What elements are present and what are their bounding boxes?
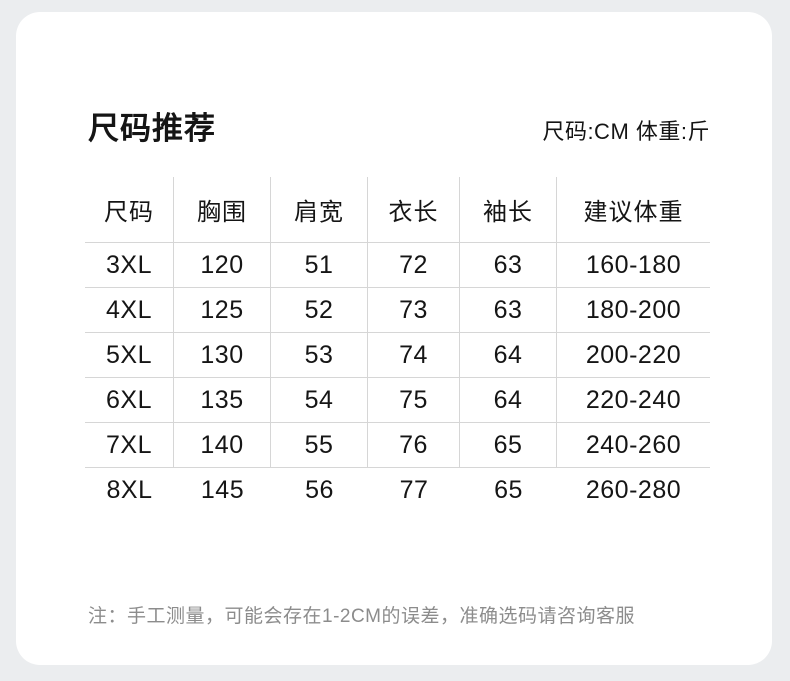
cell-length: 72 <box>368 243 460 288</box>
table-row: 5XL 130 53 74 64 200-220 <box>85 333 710 378</box>
table-row: 6XL 135 54 75 64 220-240 <box>85 378 710 423</box>
units-label: 尺码:CM 体重:斤 <box>542 119 710 144</box>
cell-weight: 240-260 <box>557 423 710 468</box>
page-title: 尺码推荐 <box>88 111 216 146</box>
cell-length: 74 <box>368 333 460 378</box>
table-header-row: 尺码 胸围 肩宽 衣长 袖长 建议体重 <box>85 177 710 243</box>
column-header-weight: 建议体重 <box>557 177 710 243</box>
cell-length: 76 <box>368 423 460 468</box>
column-header-size: 尺码 <box>85 177 174 243</box>
cell-shoulder: 53 <box>271 333 368 378</box>
cell-size: 3XL <box>85 243 174 288</box>
cell-weight: 260-280 <box>585 476 682 504</box>
cell-weight: 160-180 <box>557 243 710 288</box>
column-header-chest: 胸围 <box>174 177 271 243</box>
column-header-length: 衣长 <box>368 177 460 243</box>
cell-sleeve: 64 <box>460 378 557 423</box>
cell-chest: 120 <box>174 243 271 288</box>
cell-size: 8XL <box>106 476 153 504</box>
card-header: 尺码推荐 尺码:CM 体重:斤 <box>88 110 710 147</box>
cell-chest: 125 <box>174 288 271 333</box>
cell-sleeve: 65 <box>494 476 523 504</box>
cell-weight: 200-220 <box>557 333 710 378</box>
cell-shoulder: 54 <box>271 378 368 423</box>
table-row: 8XL 145 56 77 65 260-280 <box>85 468 710 513</box>
cell-weight: 180-200 <box>557 288 710 333</box>
cell-sleeve: 65 <box>460 423 557 468</box>
table-row: 7XL 140 55 76 65 240-260 <box>85 423 710 468</box>
size-table: 尺码 胸围 肩宽 衣长 袖长 建议体重 3XL 120 51 72 63 160… <box>85 177 710 513</box>
cell-chest: 145 <box>200 476 245 504</box>
cell-shoulder: 56 <box>305 476 334 504</box>
cell-length: 75 <box>368 378 460 423</box>
cell-size: 5XL <box>85 333 174 378</box>
table-row: 4XL 125 52 73 63 180-200 <box>85 288 710 333</box>
cell-size: 7XL <box>85 423 174 468</box>
table-row: 3XL 120 51 72 63 160-180 <box>85 243 710 288</box>
cell-chest: 140 <box>174 423 271 468</box>
cell-shoulder: 55 <box>271 423 368 468</box>
cell-sleeve: 64 <box>460 333 557 378</box>
column-header-sleeve: 袖长 <box>460 177 557 243</box>
cell-chest: 130 <box>174 333 271 378</box>
cell-size: 6XL <box>85 378 174 423</box>
cell-sleeve: 63 <box>460 288 557 333</box>
cell-length: 77 <box>399 476 429 504</box>
cell-size: 4XL <box>85 288 174 333</box>
column-header-shoulder: 肩宽 <box>271 177 368 243</box>
measurement-note: 注：手工测量，可能会存在1-2CM的误差，准确选码请咨询客服 <box>88 606 636 627</box>
cell-length: 73 <box>368 288 460 333</box>
cell-sleeve: 63 <box>460 243 557 288</box>
cell-shoulder: 51 <box>271 243 368 288</box>
size-chart-card: 尺码推荐 尺码:CM 体重:斤 尺码 胸围 肩宽 衣长 袖长 建议体重 3XL … <box>16 12 772 665</box>
cell-weight: 220-240 <box>557 378 710 423</box>
cell-shoulder: 52 <box>271 288 368 333</box>
cell-chest: 135 <box>174 378 271 423</box>
